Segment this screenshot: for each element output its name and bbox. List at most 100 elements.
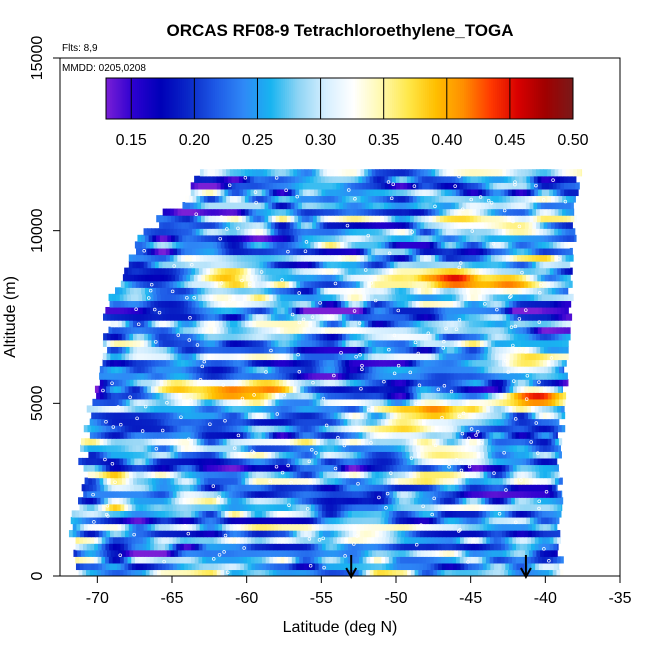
heatmap-cell bbox=[445, 405, 450, 413]
heatmap-cell bbox=[83, 530, 89, 538]
heatmap-cell bbox=[306, 431, 311, 439]
heatmap-cell bbox=[176, 405, 181, 413]
heatmap-cell bbox=[457, 385, 462, 393]
heatmap-cell bbox=[119, 457, 124, 466]
heatmap-cell bbox=[340, 536, 345, 544]
heatmap-cell bbox=[466, 516, 471, 525]
heatmap-cell bbox=[430, 490, 435, 498]
heatmap-cell bbox=[117, 359, 122, 367]
heatmap-cell bbox=[361, 392, 366, 400]
heatmap-cell bbox=[348, 490, 353, 498]
heatmap-cell bbox=[110, 477, 116, 485]
heatmap-cell bbox=[124, 530, 130, 538]
heatmap-cell bbox=[200, 451, 205, 459]
heatmap-cell bbox=[399, 418, 404, 426]
heatmap-cell bbox=[392, 569, 397, 576]
heatmap-cell bbox=[543, 471, 548, 479]
heatmap-cell bbox=[542, 490, 547, 498]
heatmap-cell bbox=[242, 326, 248, 334]
heatmap-cell bbox=[518, 516, 524, 525]
heatmap-cell bbox=[384, 418, 389, 426]
heatmap-cell bbox=[472, 477, 478, 485]
heatmap-cell bbox=[267, 438, 272, 446]
heatmap-cell bbox=[158, 444, 163, 452]
heatmap-cell bbox=[178, 438, 183, 446]
heatmap-cell bbox=[561, 385, 563, 393]
heatmap-cell bbox=[181, 320, 186, 328]
heatmap-cell bbox=[510, 320, 515, 328]
heatmap-cell bbox=[241, 366, 247, 374]
heatmap-cell bbox=[263, 372, 268, 380]
heatmap-cell bbox=[158, 385, 163, 393]
heatmap-cell bbox=[398, 438, 403, 446]
heatmap-cell bbox=[345, 523, 350, 531]
heatmap-cell bbox=[332, 516, 337, 525]
heatmap-cell bbox=[420, 352, 425, 361]
heatmap-cell bbox=[249, 484, 254, 492]
heatmap-cell bbox=[554, 444, 559, 452]
heatmap-cell bbox=[447, 497, 452, 505]
heatmap-cell bbox=[503, 516, 509, 525]
heatmap-cell bbox=[290, 497, 296, 505]
heatmap-cell bbox=[274, 471, 279, 479]
heatmap-cell bbox=[301, 549, 306, 557]
heatmap-cell bbox=[528, 451, 534, 459]
heatmap-cell bbox=[121, 477, 127, 485]
heatmap-cell bbox=[269, 503, 275, 511]
heatmap-cell bbox=[175, 516, 180, 525]
heatmap-cell bbox=[211, 339, 216, 347]
heatmap-cell bbox=[260, 392, 265, 400]
heatmap-cell bbox=[146, 562, 152, 571]
heatmap-cell bbox=[415, 510, 420, 518]
heatmap-cell bbox=[130, 326, 136, 334]
heatmap-cell bbox=[524, 523, 529, 531]
heatmap-cell bbox=[382, 425, 387, 433]
heatmap-cell bbox=[165, 464, 171, 472]
heatmap-cell bbox=[348, 385, 354, 393]
heatmap-cell bbox=[274, 477, 280, 485]
heatmap-cell bbox=[134, 431, 140, 439]
heatmap-cell bbox=[419, 425, 425, 433]
heatmap-cell bbox=[326, 372, 332, 380]
heatmap-cell bbox=[360, 411, 365, 420]
heatmap-cell bbox=[481, 497, 486, 505]
heatmap-cell bbox=[450, 379, 456, 387]
heatmap-cell bbox=[132, 523, 137, 531]
heatmap-cell bbox=[504, 543, 510, 551]
heatmap-cell bbox=[277, 510, 282, 518]
heatmap-cell bbox=[236, 543, 241, 551]
heatmap-cell bbox=[388, 326, 393, 334]
heatmap-cell bbox=[166, 530, 171, 538]
heatmap-cell bbox=[543, 438, 549, 446]
heatmap-cell bbox=[144, 438, 149, 446]
heatmap-cell bbox=[443, 438, 448, 446]
heatmap-cell bbox=[297, 379, 303, 387]
heatmap-cell bbox=[214, 372, 220, 380]
heatmap-cell bbox=[239, 418, 244, 426]
heatmap-cell bbox=[126, 484, 131, 492]
heatmap-cell bbox=[490, 464, 495, 472]
heatmap-cell bbox=[155, 392, 161, 400]
heatmap-cell bbox=[366, 431, 371, 439]
heatmap-cell bbox=[308, 379, 314, 387]
heatmap-cell bbox=[304, 471, 309, 479]
heatmap-cell bbox=[97, 536, 103, 544]
heatmap-cell bbox=[137, 497, 143, 505]
heatmap-cell bbox=[195, 425, 201, 433]
heatmap-cell bbox=[409, 366, 415, 374]
heatmap-cell bbox=[480, 333, 485, 341]
heatmap-cell bbox=[387, 366, 392, 374]
heatmap-cell bbox=[314, 405, 319, 413]
heatmap-cell bbox=[528, 359, 533, 367]
heatmap-cell bbox=[322, 385, 328, 393]
heatmap-cell bbox=[391, 379, 396, 387]
heatmap-cell bbox=[483, 320, 489, 328]
heatmap-cell bbox=[80, 530, 85, 538]
heatmap-cell bbox=[174, 379, 179, 387]
heatmap-cell bbox=[502, 530, 507, 538]
heatmap-cell bbox=[364, 333, 369, 341]
heatmap-cell bbox=[486, 464, 492, 472]
heatmap-cell bbox=[537, 431, 543, 439]
heatmap-cell bbox=[124, 464, 129, 472]
heatmap-cell bbox=[125, 451, 131, 459]
